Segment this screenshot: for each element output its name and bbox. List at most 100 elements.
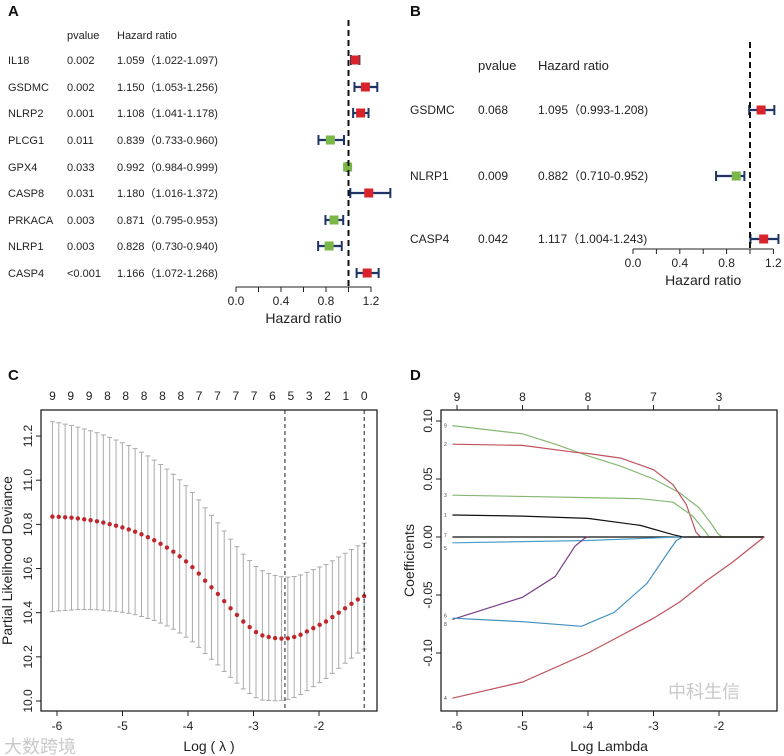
top-count-label: 8 <box>159 389 166 403</box>
pvalue-cell: 0.009 <box>478 169 508 183</box>
mean-point <box>253 629 259 635</box>
forest-plot-a: pvalue Hazard ratio IL18 0.002 1.059（1.022-1… <box>8 20 392 326</box>
mean-point <box>247 624 252 630</box>
series-label: 3 <box>444 493 447 499</box>
gene-name: IL18 <box>8 55 29 67</box>
mean-point <box>323 619 329 624</box>
coefficient-path <box>452 536 684 627</box>
series-label: 6 <box>444 613 447 619</box>
top-count-label: 9 <box>86 389 93 403</box>
mean-point <box>56 514 61 520</box>
hazard-ratio-cell: 0.882（0.710-0.952) <box>538 169 648 183</box>
mean-point <box>139 532 144 537</box>
gene-name: NLRP2 <box>8 108 43 120</box>
mean-point <box>279 636 284 641</box>
hazard-ratio-cell: 1.095（0.993-1.208) <box>538 103 648 117</box>
x-tick-label: -2 <box>714 719 725 733</box>
x-tick-label: -3 <box>648 719 659 733</box>
mean-point <box>94 519 100 524</box>
y-tick-label: 10.4 <box>21 601 35 625</box>
coefficient-path <box>452 536 680 544</box>
y-tick-label: 11.0 <box>21 469 35 492</box>
mean-point <box>272 635 278 641</box>
header-hazard-ratio: Hazard ratio <box>117 30 177 42</box>
series-label: 9 <box>444 424 447 430</box>
hazard-ratio-point <box>325 135 335 145</box>
coefficient-path <box>452 443 765 538</box>
y-tick-label: 0.00 <box>421 525 435 549</box>
x-tick-label: -4 <box>583 719 594 733</box>
mean-point <box>62 515 68 520</box>
mean-point <box>171 549 176 554</box>
mean-point <box>285 636 291 641</box>
cv-deviance-plot: -6 -5 -4 -3 -210.010.210.410.610.811.011.29 9… <box>0 389 378 754</box>
mean-point <box>202 578 208 583</box>
top-count-label: 9 <box>67 389 74 403</box>
mean-point <box>222 598 227 604</box>
series-label: 8 <box>444 622 447 628</box>
y-axis-label: Partial Likelihood Deviance <box>0 476 15 645</box>
x-axis-label: Hazard ratio <box>665 272 741 288</box>
y-axis-label: Coefficients <box>401 524 417 597</box>
mean-point <box>355 597 361 602</box>
hazard-ratio-cell: 1.166（1.072-1.268) <box>117 267 218 280</box>
y-tick-label: 0.05 <box>421 467 435 491</box>
top-count-label: 6 <box>269 389 276 403</box>
hazard-ratio-point <box>759 234 769 244</box>
top-count-label: 1 <box>343 389 350 403</box>
top-count-label: 8 <box>177 389 184 403</box>
mean-point <box>113 523 119 528</box>
forest-plot-b: pvalue Hazard ratio GSDMC 0.068 1.095（0.993-… <box>410 42 782 288</box>
panel-label-b: B <box>410 3 421 20</box>
hazard-ratio-cell: 1.150（1.053-1.256) <box>117 81 218 94</box>
gene-name: PLCG1 <box>8 135 44 147</box>
mean-point <box>209 585 214 590</box>
hazard-ratio-cell: 1.108（1.041-1.178) <box>117 107 218 120</box>
series-label: 2 <box>444 442 447 448</box>
series-label: 5 <box>444 546 447 552</box>
top-count-label: 3 <box>306 389 313 403</box>
hazard-ratio-point <box>350 55 360 65</box>
y-tick-label: 10.0 <box>21 689 35 713</box>
top-count-label: 7 <box>251 389 258 403</box>
gene-name: GPX4 <box>8 162 37 174</box>
x-tick-label: 1.2 <box>765 256 782 270</box>
x-axis-label: Hazard ratio <box>265 310 341 326</box>
hazard-ratio-cell: 0.839（0.733-0.960) <box>117 134 218 147</box>
x-tick-label: 0.4 <box>671 256 688 270</box>
hazard-ratio-point <box>360 82 370 92</box>
mean-point <box>266 634 271 640</box>
coefficient-path <box>452 536 765 699</box>
y-tick-label: 10.6 <box>21 557 35 581</box>
mean-point <box>349 601 354 607</box>
header-pvalue: pvalue <box>478 58 516 73</box>
top-axis-label: 8 <box>585 390 592 404</box>
mean-point <box>183 559 189 564</box>
panel-label-d: D <box>410 367 421 384</box>
x-tick-label: -3 <box>248 719 259 733</box>
watermark-left: 大数跨境 <box>4 737 76 756</box>
y-tick-label: 10.2 <box>21 645 35 669</box>
coefficient-path-plot: 9 2 3 1 7 5 6 8 4 -6 9 -5 8 -4 8 -3 7 -2 3 -0.10 -0.05 0.00 0.… <box>401 390 778 754</box>
top-count-label: 7 <box>232 389 239 403</box>
x-tick-label: -6 <box>452 719 463 733</box>
gene-name: PRKACA <box>8 215 54 227</box>
mean-point <box>361 593 367 599</box>
hazard-ratio-cell: 1.117（1.004-1.243) <box>538 232 647 246</box>
x-tick-label: -5 <box>117 719 128 733</box>
mean-point <box>132 529 138 534</box>
mean-point <box>298 632 303 637</box>
gene-name: NLRP1 <box>410 169 449 183</box>
pvalue-cell: 0.003 <box>67 215 95 227</box>
hazard-ratio-point <box>356 108 366 118</box>
pvalue-cell: 0.068 <box>478 103 508 117</box>
series-label: 7 <box>444 533 447 539</box>
series-label: 1 <box>444 513 447 519</box>
x-tick-label: 0.8 <box>718 256 735 270</box>
coefficient-path <box>452 425 765 538</box>
top-axis-label: 8 <box>519 390 526 404</box>
mean-point <box>228 606 233 611</box>
mean-point <box>196 571 201 576</box>
panel-label-c: C <box>8 367 19 384</box>
